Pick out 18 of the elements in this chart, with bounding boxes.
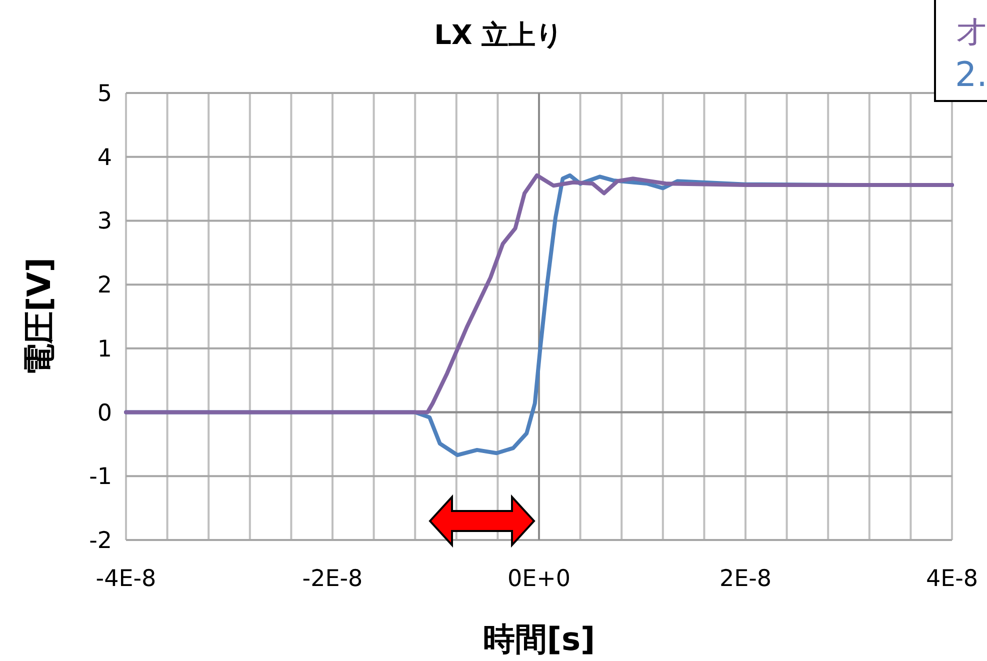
x-axis-title: 時間[s]	[482, 620, 596, 658]
y-axis-title: 電圧[V]	[20, 257, 58, 376]
legend: オ 2.	[934, 0, 987, 102]
x-tick-label: 0E+0	[507, 566, 571, 592]
chart-title: LX 立上り	[434, 20, 564, 51]
y-tick-label: 5	[97, 81, 112, 107]
y-tick-label: 2	[97, 272, 112, 299]
y-tick-label: -1	[89, 464, 112, 490]
line-series	[124, 173, 954, 414]
y-tick-label: -2	[89, 528, 112, 554]
x-tick-label: 2E-8	[719, 566, 772, 592]
y-tick-label: 3	[97, 208, 112, 235]
y-tick-label: 0	[97, 400, 112, 426]
x-tick-label: 4E-8	[926, 566, 978, 592]
x-tick-label: -2E-8	[302, 566, 363, 592]
y-tick-label: 4	[97, 144, 112, 171]
x-tick-label: -4E-8	[96, 566, 156, 592]
y-tick-label: 1	[97, 336, 112, 362]
